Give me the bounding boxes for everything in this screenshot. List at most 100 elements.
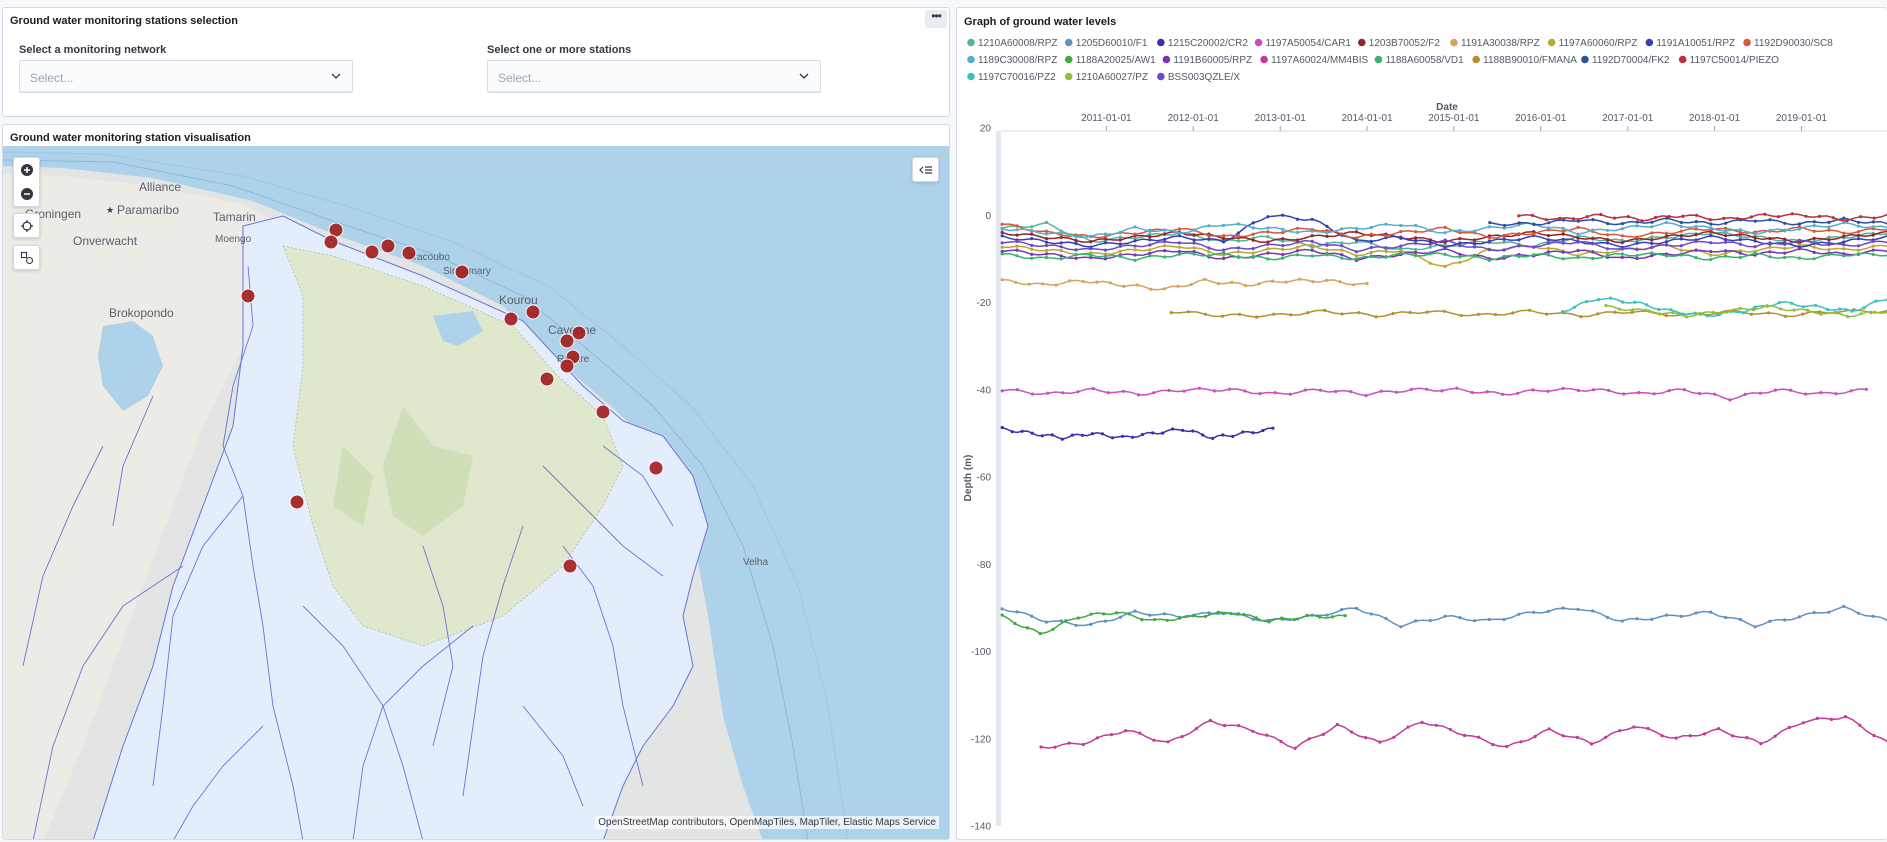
data-point[interactable] bbox=[1473, 254, 1477, 258]
data-point[interactable] bbox=[1207, 254, 1211, 258]
data-point[interactable] bbox=[1015, 233, 1019, 237]
draw-tool-button[interactable] bbox=[13, 245, 40, 270]
data-point[interactable] bbox=[1783, 237, 1787, 241]
data-point[interactable] bbox=[1777, 215, 1781, 219]
data-point[interactable] bbox=[1517, 214, 1521, 218]
legend-entry[interactable]: 1197A50054/CAR1 bbox=[1266, 38, 1352, 49]
data-point[interactable] bbox=[1871, 244, 1875, 248]
data-point[interactable] bbox=[1135, 283, 1139, 287]
data-point[interactable] bbox=[1015, 610, 1019, 614]
data-point[interactable] bbox=[1015, 239, 1019, 243]
data-point[interactable] bbox=[1476, 312, 1481, 316]
data-point[interactable] bbox=[1650, 225, 1654, 229]
data-point[interactable] bbox=[1783, 228, 1787, 232]
data-point[interactable] bbox=[1330, 615, 1335, 619]
data-point[interactable] bbox=[1834, 392, 1838, 396]
data-point[interactable] bbox=[1812, 241, 1816, 245]
data-point[interactable] bbox=[1293, 746, 1297, 751]
data-point[interactable] bbox=[1572, 305, 1576, 309]
data-point[interactable] bbox=[1374, 315, 1378, 319]
data-point[interactable] bbox=[1849, 389, 1853, 393]
data-point[interactable] bbox=[1797, 227, 1801, 231]
data-point[interactable] bbox=[1620, 222, 1625, 226]
data-point[interactable] bbox=[1070, 433, 1074, 437]
data-point[interactable] bbox=[1773, 734, 1777, 738]
data-point[interactable] bbox=[1089, 612, 1093, 616]
data-point[interactable] bbox=[1458, 237, 1462, 241]
data-point[interactable] bbox=[1118, 230, 1122, 234]
data-point[interactable] bbox=[1288, 392, 1292, 396]
data-point[interactable] bbox=[1768, 236, 1772, 241]
data-point[interactable] bbox=[1236, 255, 1240, 259]
data-point[interactable] bbox=[1254, 616, 1258, 620]
data-point[interactable] bbox=[1030, 247, 1034, 251]
station-marker[interactable] bbox=[240, 288, 256, 304]
data-point[interactable] bbox=[1604, 303, 1608, 308]
data-point[interactable] bbox=[1118, 238, 1122, 242]
data-point[interactable] bbox=[1095, 736, 1099, 740]
station-marker[interactable] bbox=[559, 358, 575, 374]
data-point[interactable] bbox=[1189, 282, 1193, 287]
data-point[interactable] bbox=[1458, 243, 1462, 247]
data-point[interactable] bbox=[1000, 389, 1004, 393]
data-point[interactable] bbox=[1122, 284, 1126, 288]
series-line[interactable] bbox=[1001, 611, 1346, 635]
data-point[interactable] bbox=[1207, 224, 1211, 228]
data-point[interactable] bbox=[1379, 389, 1383, 393]
legend-entry[interactable]: 1210A60027/PZ bbox=[1076, 72, 1148, 83]
data-point[interactable] bbox=[1281, 237, 1285, 241]
data-point[interactable] bbox=[1738, 230, 1742, 235]
data-point[interactable] bbox=[1236, 250, 1240, 254]
data-point[interactable] bbox=[1605, 615, 1610, 620]
data-point[interactable] bbox=[1311, 280, 1315, 284]
data-point[interactable] bbox=[1596, 298, 1601, 302]
data-point[interactable] bbox=[1192, 252, 1196, 256]
data-point[interactable] bbox=[1163, 244, 1167, 248]
data-point[interactable] bbox=[1133, 225, 1137, 229]
data-point[interactable] bbox=[1271, 426, 1275, 430]
data-point[interactable] bbox=[1191, 429, 1195, 433]
data-point[interactable] bbox=[1281, 231, 1285, 235]
legend-entry[interactable]: 1192D70004/FK2 bbox=[1592, 55, 1670, 66]
data-point[interactable] bbox=[1133, 258, 1137, 262]
legend-entry[interactable]: 1191A10051/RPZ bbox=[1656, 38, 1735, 49]
data-point[interactable] bbox=[1354, 257, 1359, 261]
data-point[interactable] bbox=[1654, 215, 1658, 220]
data-point[interactable] bbox=[1266, 240, 1270, 244]
data-point[interactable] bbox=[1118, 242, 1122, 246]
data-point[interactable] bbox=[1222, 234, 1226, 238]
data-point[interactable] bbox=[1753, 219, 1757, 223]
data-point[interactable] bbox=[1354, 226, 1359, 231]
data-point[interactable] bbox=[1443, 247, 1447, 251]
data-point[interactable] bbox=[1000, 245, 1004, 249]
data-point[interactable] bbox=[1414, 254, 1418, 258]
data-point[interactable] bbox=[1462, 733, 1467, 738]
data-point[interactable] bbox=[1030, 431, 1034, 435]
data-point[interactable] bbox=[1026, 626, 1030, 630]
data-point[interactable] bbox=[1560, 310, 1564, 314]
data-point[interactable] bbox=[1207, 234, 1211, 238]
data-point[interactable] bbox=[1192, 250, 1196, 254]
data-point[interactable] bbox=[1871, 220, 1875, 224]
data-point[interactable] bbox=[1812, 236, 1816, 240]
data-point[interactable] bbox=[1778, 307, 1783, 311]
data-point[interactable] bbox=[1738, 242, 1742, 246]
data-point[interactable] bbox=[1738, 251, 1742, 255]
set-view-button[interactable] bbox=[13, 213, 40, 238]
data-point[interactable] bbox=[1243, 389, 1247, 393]
data-point[interactable] bbox=[1103, 619, 1108, 623]
data-point[interactable] bbox=[1207, 246, 1211, 250]
series-1197a60024-mm4bis[interactable] bbox=[1039, 715, 1887, 751]
series-bss003qzle-x[interactable] bbox=[1000, 238, 1887, 254]
data-point[interactable] bbox=[1801, 721, 1805, 725]
data-point[interactable] bbox=[1561, 229, 1565, 233]
data-point[interactable] bbox=[1797, 256, 1801, 260]
data-point[interactable] bbox=[1044, 232, 1049, 236]
data-point[interactable] bbox=[1688, 734, 1692, 738]
data-point[interactable] bbox=[1679, 614, 1683, 619]
data-point[interactable] bbox=[1738, 249, 1742, 253]
data-point[interactable] bbox=[1473, 619, 1477, 623]
data-point[interactable] bbox=[1162, 287, 1166, 291]
data-point[interactable] bbox=[1626, 215, 1630, 219]
data-point[interactable] bbox=[1266, 215, 1270, 219]
